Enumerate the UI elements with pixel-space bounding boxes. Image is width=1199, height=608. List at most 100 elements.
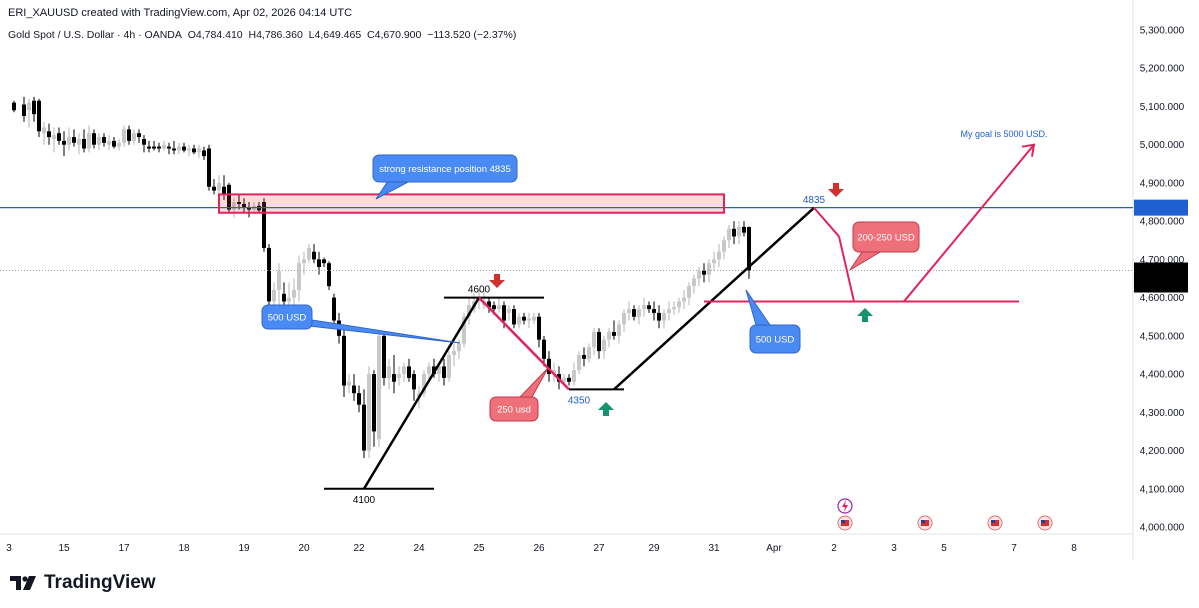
ohlc-high: 4,786.360: [256, 29, 303, 41]
candle-body: [442, 366, 446, 378]
candle-body: [107, 140, 111, 145]
candle-body: [717, 251, 721, 260]
candle-body: [692, 278, 696, 287]
candle-body: [142, 138, 146, 145]
candle-body: [702, 270, 706, 275]
candle-body: [377, 335, 381, 440]
time-tick-label: 27: [593, 543, 605, 554]
candle-body: [552, 370, 556, 375]
candle-body: [237, 202, 241, 204]
price-tick-label: 4,900.000: [1140, 178, 1185, 189]
candle-body: [192, 148, 196, 153]
candle-body: [422, 374, 426, 394]
last-price-tag: [1134, 262, 1188, 293]
time-tick-label: 25: [473, 543, 485, 554]
candle-body: [487, 301, 491, 308]
candle-body: [262, 202, 266, 248]
candle-body: [77, 138, 81, 145]
price-tick-label: 4,400.000: [1140, 370, 1185, 381]
time-tick-label: 15: [58, 543, 70, 554]
candle-body: [537, 316, 541, 340]
candle-body: [362, 404, 366, 451]
candle-body: [82, 138, 86, 149]
sell-arrow-2: [828, 183, 844, 197]
candle-body: [37, 100, 41, 132]
candle-body: [407, 366, 411, 378]
ohlc-high-label: H: [248, 29, 257, 41]
price-change: −113.520 (−2.37%): [427, 29, 517, 41]
candle-body: [387, 366, 391, 378]
candle-body: [627, 309, 631, 313]
candle-body: [587, 347, 591, 359]
candle-body: [22, 104, 26, 117]
ohlc-low: 4,649.465: [314, 29, 362, 41]
ohlc-open-label: O: [187, 29, 196, 41]
sell-arrow-1: [489, 274, 505, 288]
candle-body: [302, 259, 306, 264]
time-tick-label: 18: [178, 543, 190, 554]
lightning-glyph: [842, 500, 848, 512]
callout-500-right: [749, 324, 801, 354]
price-tick-label: 4,200.000: [1140, 446, 1185, 457]
candle-body: [527, 318, 531, 321]
candle-body: [462, 316, 466, 344]
candle-body: [67, 137, 71, 145]
candle-body: [542, 339, 546, 359]
candle-series: [12, 96, 751, 459]
candle-body: [682, 297, 686, 302]
candle-body: [637, 309, 641, 317]
candle-body: [127, 129, 131, 141]
candle-body: [72, 137, 76, 143]
candle-body: [42, 127, 46, 134]
candle-body: [642, 305, 646, 310]
candle-body: [617, 324, 621, 336]
candle-body: [672, 307, 676, 310]
symbol-legend[interactable]: Gold Spot / U.S. Dollar · 4h · OANDA O4,…: [8, 29, 516, 41]
candle-body: [147, 146, 151, 149]
candle-body: [612, 332, 616, 336]
candle-body: [172, 148, 176, 151]
label-4835: 4835: [803, 195, 826, 206]
candle-body: [122, 129, 126, 143]
candle-body: [227, 184, 231, 210]
candle-body: [572, 370, 576, 382]
candle-body: [517, 316, 521, 325]
time-tick-label: 3: [891, 543, 897, 554]
callout-200-250-tail: [849, 251, 882, 271]
candle-body: [397, 374, 401, 378]
candle-body: [322, 259, 326, 264]
candle-body: [12, 102, 16, 111]
candle-body: [277, 270, 281, 290]
candle-body: [727, 228, 731, 241]
time-tick-label: 19: [238, 543, 250, 554]
candle-body: [497, 305, 501, 310]
candle-body: [272, 289, 276, 302]
candle-body: [452, 351, 456, 355]
buy-arrow-2: [857, 308, 873, 322]
candle-body: [602, 339, 606, 352]
candle-body: [707, 263, 711, 275]
candle-body: [117, 142, 121, 147]
candle-body: [427, 366, 431, 375]
candle-body: [677, 301, 681, 308]
price-tick-label: 5,300.000: [1140, 26, 1185, 37]
uptrend-line-2: [613, 206, 815, 391]
tradingview-logo-icon: [10, 576, 36, 590]
price-tick-label: 4,700.000: [1140, 255, 1185, 266]
candle-body: [592, 332, 596, 348]
ohlc-close: 4,670.900: [374, 29, 422, 41]
candle-body: [652, 309, 656, 313]
candle-body: [212, 186, 216, 191]
candle-body: [447, 354, 451, 378]
candle-body: [32, 100, 36, 115]
candle-body: [367, 374, 371, 451]
candle-body: [347, 381, 351, 386]
label-4600: 4600: [468, 285, 491, 296]
candle-body: [182, 146, 186, 151]
candle-body: [187, 148, 191, 151]
brand[interactable]: TradingView: [10, 570, 156, 596]
callout-200-250-text: 200-250 USD: [857, 233, 915, 244]
candle-body: [222, 186, 226, 195]
candle-body: [162, 144, 166, 149]
